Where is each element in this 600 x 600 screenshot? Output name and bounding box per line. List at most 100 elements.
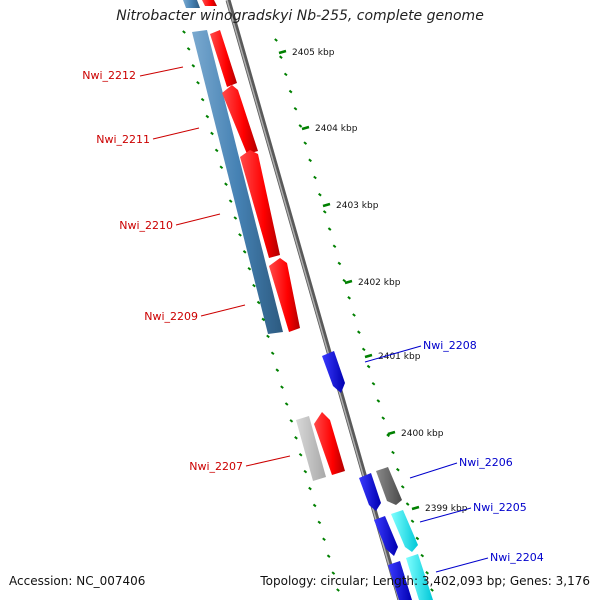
minor-tick-outer: [357, 330, 361, 334]
gene-label-nwi-2209[interactable]: Nwi_2209: [144, 310, 198, 323]
minor-tick-outer: [318, 192, 322, 197]
gene-label-leader: [435, 557, 489, 573]
minor-tick-outer: [371, 381, 376, 386]
gene-feature-cds-top[interactable]: [183, 0, 200, 8]
backbone-line: [225, 0, 403, 600]
minor-tick-inner: [205, 114, 210, 119]
minor-tick-inner: [191, 64, 196, 68]
minor-tick-outer: [279, 55, 283, 59]
gene-label-nwi-2211[interactable]: Nwi_2211: [96, 133, 150, 146]
minor-tick-outer: [332, 244, 337, 249]
gene-label-leader: [139, 66, 184, 77]
tick-label-kbp: 2405 kbp: [292, 48, 335, 58]
minor-tick-inner: [196, 80, 200, 85]
minor-tick-inner: [331, 571, 336, 575]
tick-label-kbp: 2399 kbp: [425, 504, 468, 514]
minor-tick-inner: [228, 199, 233, 203]
gene-feature-grey-2206[interactable]: [376, 467, 402, 505]
backbone-highlight: [226, 0, 400, 600]
gene-label-nwi-2205[interactable]: Nwi_2205: [473, 501, 527, 514]
tick-label-kbp: 2400 kbp: [401, 429, 444, 439]
minor-tick-inner: [238, 233, 242, 237]
major-tick: [364, 353, 373, 359]
minor-tick-inner: [289, 419, 294, 423]
gene-label-leader: [152, 127, 200, 140]
gene-feature-top-red[interactable]: [202, 0, 217, 6]
minor-tick-outer: [342, 278, 347, 283]
minor-tick-outer: [420, 553, 425, 558]
minor-tick-outer: [298, 124, 303, 128]
major-tick: [387, 430, 396, 436]
minor-tick-inner: [308, 486, 312, 491]
minor-tick-inner: [214, 148, 219, 153]
minor-tick-inner: [247, 266, 252, 271]
gene-label-nwi-2207[interactable]: Nwi_2207: [189, 460, 243, 473]
minor-tick-outer: [366, 364, 371, 369]
minor-tick-outer: [303, 141, 308, 145]
minor-tick-outer: [337, 261, 342, 266]
gene-feature-nwi-2208[interactable]: [322, 351, 345, 393]
major-tick: [411, 505, 420, 511]
minor-tick-inner: [336, 588, 340, 592]
minor-tick-inner: [224, 182, 228, 186]
minor-tick-outer: [288, 89, 293, 94]
minor-tick-outer: [293, 106, 298, 111]
minor-tick-outer: [327, 227, 332, 231]
gene-feature-nwi-2211[interactable]: [222, 85, 258, 154]
minor-tick-outer: [308, 158, 312, 163]
gene-label-nwi-2204[interactable]: Nwi_2204: [490, 551, 544, 564]
minor-tick-inner: [252, 283, 256, 288]
major-tick: [344, 279, 353, 285]
tick-label-kbp: 2404 kbp: [315, 124, 358, 134]
reverse-features: [322, 351, 433, 600]
gene-feature-nwi-2206[interactable]: [359, 473, 381, 511]
minor-tick-inner: [186, 47, 191, 51]
gene-label-leader: [245, 455, 291, 467]
gene-label-nwi-2208[interactable]: Nwi_2208: [423, 339, 477, 352]
minor-tick-outer: [274, 38, 278, 42]
gene-feature-nwi-2205[interactable]: [391, 510, 418, 552]
tick-label-kbp: 2403 kbp: [336, 201, 379, 211]
minor-tick-outer: [376, 399, 381, 403]
gene-feature-nwi-2205-blue[interactable]: [374, 516, 398, 556]
gene-feature-nwi-2207[interactable]: [314, 412, 345, 475]
gene-feature-nwi-2204-blue[interactable]: [388, 561, 412, 600]
gene-label-nwi-2206[interactable]: Nwi_2206: [459, 456, 513, 469]
minor-tick-outer: [322, 210, 327, 214]
minor-tick-outer: [381, 416, 386, 420]
minor-tick-inner: [303, 469, 308, 474]
minor-tick-outer: [430, 588, 434, 592]
accession-text: Accession: NC_007406: [9, 574, 146, 588]
gene-feature-grey-2207[interactable]: [296, 416, 326, 481]
gene-feature-cds-nwi-2212-2209[interactable]: [192, 30, 283, 334]
map-title: Nitrobacter winogradskyi Nb-255, complet…: [116, 8, 484, 24]
tick-label-kbp: 2401 kbp: [378, 352, 421, 362]
gene-label-leader: [409, 462, 458, 479]
gene-label-nwi-2212[interactable]: Nwi_2212: [82, 69, 136, 82]
gene-label-leader: [200, 304, 246, 317]
minor-tick-inner: [284, 402, 289, 406]
forward-features: [183, 0, 345, 481]
minor-tick-inner: [280, 385, 284, 389]
gene-label-nwi-2210[interactable]: Nwi_2210: [119, 219, 173, 232]
minor-tick-inner: [317, 520, 322, 525]
minor-tick-outer: [405, 502, 410, 506]
scale-ticks: 2405 kbp 2404 kbp 2403 kbp 2402 kbp 2401 kbp…: [182, 30, 468, 592]
minor-tick-outer: [415, 536, 420, 541]
gene-feature-nwi-2209[interactable]: [269, 258, 300, 332]
minor-tick-inner: [256, 300, 261, 305]
minor-tick-outer: [361, 347, 366, 352]
minor-tick-inner: [298, 452, 303, 457]
gene-label-leader: [419, 507, 472, 523]
minor-tick-inner: [266, 334, 270, 339]
minor-tick-inner: [233, 216, 238, 220]
gene-feature-nwi-2210[interactable]: [240, 150, 280, 258]
minor-tick-outer: [410, 519, 415, 524]
gene-feature-nwi-2212[interactable]: [210, 30, 237, 87]
minor-tick-outer: [396, 467, 400, 472]
gene-label-leader: [364, 345, 422, 363]
genome-summary-text: Topology: circular; Length: 3,402,093 bp…: [260, 574, 590, 588]
gene-feature-nwi-2204[interactable]: [406, 554, 433, 600]
